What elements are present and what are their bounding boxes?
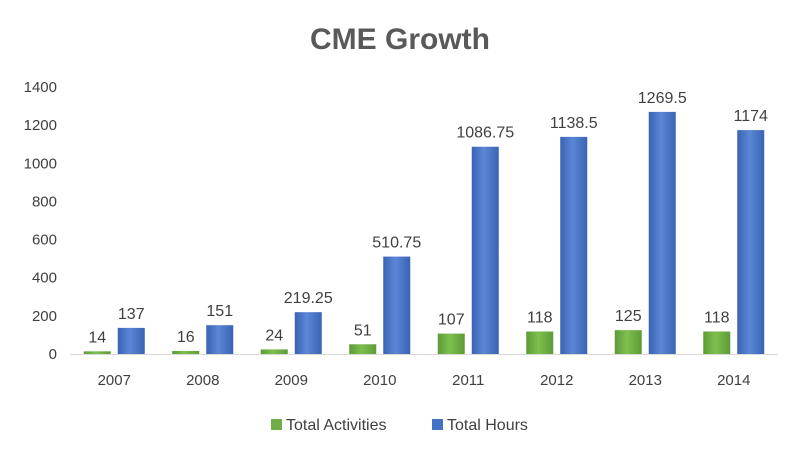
data-label: 1269.5 bbox=[638, 90, 687, 107]
data-label: 151 bbox=[206, 303, 233, 320]
legend-label: Total Activities bbox=[286, 417, 386, 434]
bar-total-hours bbox=[560, 136, 588, 354]
y-tick-label: 0 bbox=[49, 346, 57, 363]
legend: Total Activities Total Hours bbox=[271, 417, 528, 434]
data-label: 1174 bbox=[734, 108, 769, 125]
bar-total-hours bbox=[206, 325, 234, 354]
bar-total-activities bbox=[172, 350, 200, 354]
data-label: 118 bbox=[704, 309, 730, 326]
data-label: 1138.5 bbox=[550, 115, 598, 132]
bar-total-hours bbox=[471, 146, 499, 354]
legend-label: Total Hours bbox=[447, 417, 528, 434]
x-tick-label: 2010 bbox=[363, 372, 396, 389]
bar-total-activities bbox=[437, 333, 465, 354]
bar-total-activities bbox=[83, 351, 111, 354]
chart-title: CME Growth bbox=[310, 23, 490, 56]
x-tick-label: 2009 bbox=[275, 372, 308, 389]
x-tick-label: 2008 bbox=[186, 372, 219, 389]
y-tick-label: 1200 bbox=[24, 117, 57, 134]
bar-total-hours bbox=[294, 312, 322, 354]
data-label: 24 bbox=[265, 327, 283, 344]
data-label: 107 bbox=[438, 312, 465, 329]
bars-group bbox=[83, 111, 765, 354]
data-label: 16 bbox=[177, 329, 195, 346]
data-label: 118 bbox=[527, 309, 553, 326]
bar-total-activities bbox=[703, 331, 731, 354]
bar-total-hours bbox=[117, 327, 145, 354]
y-tick-label: 1400 bbox=[24, 79, 57, 96]
bar-total-activities bbox=[260, 349, 288, 354]
bar-total-activities bbox=[614, 330, 642, 354]
bar-total-activities bbox=[349, 344, 377, 354]
x-tick-label: 2013 bbox=[629, 372, 662, 389]
bar-total-hours bbox=[737, 130, 765, 354]
y-axis: 0 200 400 600 800 1000 1200 1400 bbox=[24, 79, 57, 363]
x-tick-label: 2011 bbox=[452, 372, 484, 389]
x-axis: 2007 2008 2009 2010 2011 2012 2013 2014 bbox=[70, 354, 778, 389]
data-label: 137 bbox=[118, 306, 145, 323]
bar-total-activities bbox=[526, 331, 554, 354]
data-label: 1086.75 bbox=[456, 125, 514, 142]
y-tick-label: 200 bbox=[32, 308, 57, 325]
y-tick-label: 1000 bbox=[24, 155, 57, 172]
data-label: 219.25 bbox=[284, 290, 333, 307]
y-tick-label: 800 bbox=[32, 193, 57, 210]
y-tick-label: 600 bbox=[32, 232, 57, 249]
x-tick-label: 2007 bbox=[98, 372, 131, 389]
data-label: 510.75 bbox=[372, 235, 421, 252]
bar-total-hours bbox=[383, 256, 411, 354]
data-label: 51 bbox=[354, 322, 372, 339]
data-label: 14 bbox=[88, 329, 106, 346]
x-tick-label: 2012 bbox=[540, 372, 573, 389]
legend-swatch bbox=[432, 419, 443, 430]
legend-swatch bbox=[271, 419, 282, 430]
data-labels-group: 14 137 16 151 24 219.25 51 510.75 107 1086.75 118 1… bbox=[88, 90, 768, 346]
data-label: 125 bbox=[615, 308, 642, 325]
bar-total-hours bbox=[648, 111, 676, 354]
x-tick-label: 2014 bbox=[717, 372, 750, 389]
y-tick-label: 400 bbox=[32, 270, 57, 287]
